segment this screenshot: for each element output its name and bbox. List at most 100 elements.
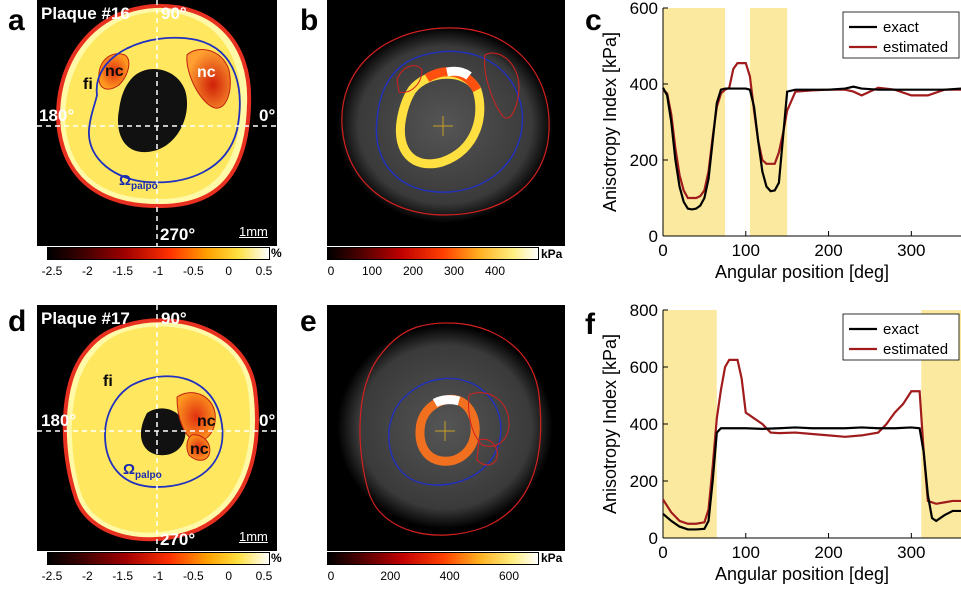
y-tick-label: 400 xyxy=(630,415,658,434)
angle-180-d: 180° xyxy=(41,411,77,430)
colorbar-tick-label: -1.5 xyxy=(112,569,133,583)
modulus-map-b xyxy=(337,27,553,223)
colorbar-tick-label: -1.5 xyxy=(112,264,133,278)
strain-image-plaque-17: Plaque #17 90° 180° 0° 270° fi nc nc Ωpa… xyxy=(37,305,277,551)
colorbar-tick-label: 0 xyxy=(327,569,335,583)
angle-180-a: 180° xyxy=(39,106,75,125)
colorbar-tick-label: 0 xyxy=(327,264,335,278)
panel-letter-f: f xyxy=(585,308,595,341)
chart-c: 0 200 400 600 0 100 200 300 Angular position [de… xyxy=(600,0,961,282)
x-axis-label: Angular position [deg] xyxy=(715,564,889,584)
colorbar-tick-label: 0 xyxy=(225,569,232,583)
plaque-title-a: Plaque #16 xyxy=(41,4,130,23)
label-nc1-d: nc xyxy=(197,413,216,430)
y-tick-label: 800 xyxy=(630,302,658,320)
x-tick-label: 100 xyxy=(732,543,760,562)
y-axis-label: Anisotropy Index [kPa] xyxy=(600,32,620,212)
legend-label-exact: exact xyxy=(883,19,920,36)
colorbar-tick-label: 400 xyxy=(439,569,460,583)
scalebar-d: 1mm xyxy=(239,529,268,544)
y-tick-label: 0 xyxy=(649,529,658,548)
label-nc1-a: nc xyxy=(105,63,124,80)
label-fi-d: fi xyxy=(103,373,113,390)
label-omega-d: Ωpalpo xyxy=(123,461,162,481)
angle-90-a: 90° xyxy=(161,4,187,23)
label-nc2-a: nc xyxy=(197,64,216,81)
series-line-estimated xyxy=(662,61,961,200)
legend-label-estimated: estimated xyxy=(883,39,948,56)
y-tick-label: 400 xyxy=(630,75,658,94)
colorbar-tick-label: 200 xyxy=(402,264,424,278)
y-tick-label: 200 xyxy=(630,472,658,491)
omega-symbol-a: Ω xyxy=(119,172,132,189)
modulus-colorbar-bottom xyxy=(327,552,539,565)
colorbar-tick-label: 200 xyxy=(380,569,401,583)
strain-map-d xyxy=(37,305,277,551)
legend-label-exact: exact xyxy=(883,321,920,338)
panel-letter-a: a xyxy=(8,4,25,37)
colorbar-tick-label: -2.5 xyxy=(41,264,63,278)
omega-sub-d: palpo xyxy=(135,470,162,481)
scalebar-a: 1mm xyxy=(239,224,268,239)
strain-map-a xyxy=(37,0,277,246)
x-tick-label: 300 xyxy=(897,241,925,260)
modulus-colorbar-top-unit: kPa xyxy=(541,247,563,261)
label-fi-a: fi xyxy=(83,76,93,93)
legend-box xyxy=(842,313,960,361)
label-nc2-d: nc xyxy=(190,441,209,458)
highlight-band xyxy=(663,310,717,538)
colorbar-tick-label: -1 xyxy=(152,264,164,278)
omega-symbol-d: Ω xyxy=(123,461,136,478)
colorbar-tick-label: -2.5 xyxy=(41,569,63,583)
x-tick-label: 0 xyxy=(658,241,667,260)
strain-image-plaque-16: Plaque #16 90° 180° 0° 270° fi nc nc Ωpa… xyxy=(37,0,277,246)
y-tick-label: 200 xyxy=(630,151,658,170)
y-axis-label: Anisotropy Index [kPa] xyxy=(600,334,620,514)
y-tick-label: 600 xyxy=(630,358,658,377)
modulus-map-e xyxy=(337,322,553,536)
panel-letter-d: d xyxy=(8,305,27,338)
series-line-estimated xyxy=(662,358,961,525)
modulus-image-plaque-16 xyxy=(327,0,565,246)
y-tick-label: 600 xyxy=(630,0,658,18)
colorbar-tick-label: 600 xyxy=(498,569,520,583)
series-line-exact xyxy=(662,85,961,211)
x-tick-label: 100 xyxy=(732,241,760,260)
modulus-colorbar-top xyxy=(327,247,539,260)
angle-270-d: 270° xyxy=(160,530,196,549)
colorbar-tick-label: -0.5 xyxy=(182,569,204,583)
panel-letter-c: c xyxy=(585,4,602,37)
x-tick-label: 0 xyxy=(658,543,667,562)
colorbar-tick-label: -1 xyxy=(152,569,164,583)
colorbar-tick-label: 0 xyxy=(225,264,232,278)
colorbar-tick-label: 100 xyxy=(361,264,383,278)
strain-colorbar-top-unit: % xyxy=(271,246,282,260)
x-tick-label: 200 xyxy=(814,241,842,260)
modulus-colorbar-bottom-unit: kPa xyxy=(541,551,563,565)
x-tick-label: 300 xyxy=(897,543,925,562)
legend-label-estimated: estimated xyxy=(883,341,948,358)
colorbar-tick-label: 400 xyxy=(484,264,506,278)
x-axis-label: Angular position [deg] xyxy=(715,262,889,282)
strain-colorbar-top xyxy=(47,247,270,260)
strain-colorbar-bottom xyxy=(47,552,270,565)
strain-colorbar-bottom-unit: % xyxy=(271,551,282,565)
plaque-title-d: Plaque #17 xyxy=(41,309,130,328)
colorbar-tick-label: 0.5 xyxy=(255,264,273,278)
angle-0-d: 0° xyxy=(259,411,276,430)
x-tick-label: 200 xyxy=(814,543,842,562)
angle-90-d: 90° xyxy=(161,309,187,328)
modulus-image-plaque-17 xyxy=(327,305,565,551)
colorbar-tick-label: -0.5 xyxy=(182,264,204,278)
omega-sub-a: palpo xyxy=(131,181,158,192)
colorbar-tick-label: -2 xyxy=(81,569,93,583)
legend-box xyxy=(842,11,960,59)
angle-270-a: 270° xyxy=(160,225,196,244)
chart-f: 0 200 400 600 800 0 100 200 300 Angular position … xyxy=(600,302,961,584)
panel-letter-e: e xyxy=(300,305,317,338)
label-omega-a: Ωpalpo xyxy=(119,172,158,192)
angle-0-a: 0° xyxy=(259,106,276,125)
y-tick-label: 0 xyxy=(649,227,658,246)
panel-letter-b: b xyxy=(300,4,319,37)
colorbar-tick-label: -2 xyxy=(81,264,93,278)
